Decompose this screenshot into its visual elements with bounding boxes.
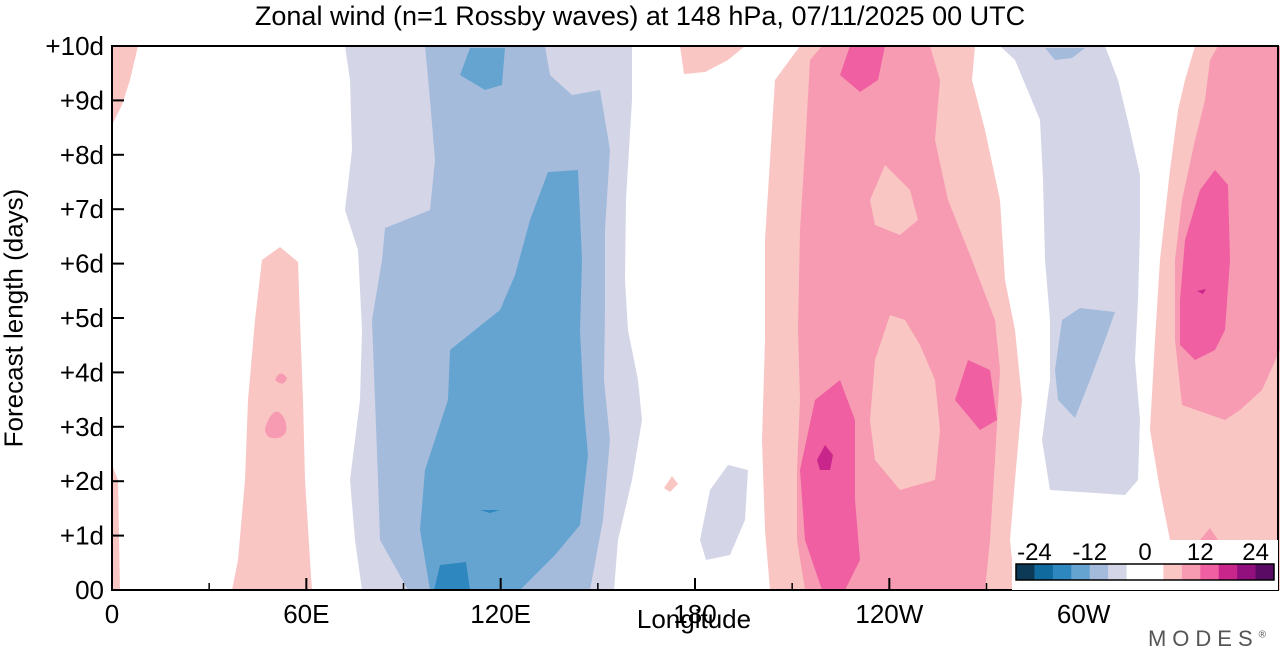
- colorbar-label-0: -24: [1017, 539, 1052, 566]
- colorbar-swatch-1: [1034, 564, 1054, 580]
- colorbar-swatch-5: [1108, 564, 1128, 580]
- colorbar-label-2: 0: [1138, 539, 1151, 566]
- y-tick-label-7: +7d: [60, 194, 104, 224]
- colorbar-swatch-13: [1255, 564, 1275, 580]
- x-tick-label-1: 60E: [283, 599, 329, 629]
- logo-text: MODES: [1147, 626, 1259, 651]
- contour-pos-band-a-spot1: [265, 411, 287, 439]
- registered-mark: ®: [1258, 629, 1266, 641]
- colorbar-swatch-2: [1052, 564, 1072, 580]
- modes-logo: MODES®: [1148, 626, 1266, 652]
- contour-pos-left-edge-top: [112, 46, 138, 125]
- y-axis-title: Forecast length (days): [0, 188, 29, 448]
- colorbar: -24 -12 0 12 24: [1012, 539, 1278, 590]
- x-tick-label-0: 0: [105, 599, 119, 629]
- contour-pos-left-edge-bottom: [112, 465, 120, 590]
- y-tick-label-0: 00: [75, 575, 104, 605]
- y-tick-label-3: +3d: [60, 412, 104, 442]
- chart-title: Zonal wind (n=1 Rossby waves) at 148 hPa…: [254, 1, 1026, 31]
- contour-pos-band-c-12c: [840, 46, 885, 92]
- x-axis-title: Longitude: [636, 604, 752, 634]
- x-tick-label-3: 180: [673, 599, 716, 629]
- y-tick-label-4: +4d: [60, 357, 104, 387]
- colorbar-swatch-8: [1163, 564, 1183, 580]
- colorbar-label-4: 24: [1242, 539, 1269, 566]
- contour-field: [112, 46, 1280, 590]
- colorbar-swatch-12: [1237, 564, 1257, 580]
- contour-pos-band-c-12a: [800, 380, 860, 590]
- contour-neg-small-blob: [700, 465, 748, 560]
- colorbar-label-3: 12: [1187, 539, 1214, 566]
- colorbar-swatch-0: [1016, 564, 1035, 580]
- y-tick-label-6: +6d: [60, 249, 104, 279]
- y-tick-label-9: +9d: [60, 85, 104, 115]
- y-tick-label-2: +2d: [60, 466, 104, 496]
- y-axis: 00 +1d +2d +3d +4d +5d +6d +7d +8d +9d +10d: [45, 31, 124, 605]
- y-tick-label-8: +8d: [60, 140, 104, 170]
- colorbar-swatch-10: [1200, 564, 1220, 580]
- contour-neg-band-d-8: [1055, 308, 1115, 418]
- contour-neg-band-b-top: [460, 48, 505, 90]
- colorbar-swatch-9: [1181, 564, 1201, 580]
- contour-pos-tiny: [664, 476, 678, 492]
- colorbar-frame: [1015, 563, 1275, 581]
- colorbar-label-1: -12: [1072, 539, 1107, 566]
- colorbar-swatch-6: [1126, 564, 1146, 580]
- contour-pos-band-c-16: [817, 445, 833, 470]
- contour-neg-band-b-16: [434, 562, 470, 590]
- contour-pos-band-e-16: [1197, 289, 1206, 294]
- contour-neg-band-d-outer: [1000, 46, 1140, 495]
- x-tick-label-2: 120E: [470, 599, 531, 629]
- colorbar-swatch-3: [1071, 564, 1091, 580]
- y-tick-label-10: +10d: [45, 31, 104, 61]
- contour-pos-band-a-spot2: [275, 373, 287, 384]
- contour-neg-band-b-12: [420, 170, 588, 590]
- contour-pos-band-c-12b: [955, 360, 997, 430]
- contour-pos-band-c-hole2: [870, 165, 918, 235]
- colorbar-swatch-4: [1089, 564, 1109, 580]
- contour-pos-band-e-12: [1180, 170, 1230, 360]
- y-tick-label-5: +5d: [60, 303, 104, 333]
- contour-pos-top-180: [680, 46, 745, 74]
- x-tick-label-5: 60W: [1057, 599, 1111, 629]
- colorbar-swatch-11: [1218, 564, 1238, 580]
- y-tick-label-1: +1d: [60, 521, 104, 551]
- contour-neg-band-b-dot: [480, 510, 500, 513]
- x-tick-label-4: 120W: [855, 599, 923, 629]
- colorbar-swatch-7: [1145, 564, 1164, 580]
- x-axis: 0 60E 120E 180 120W 60W: [105, 578, 1182, 629]
- contour-pos-band-c-hole: [870, 315, 940, 490]
- contour-neg-band-d-top: [1045, 48, 1085, 60]
